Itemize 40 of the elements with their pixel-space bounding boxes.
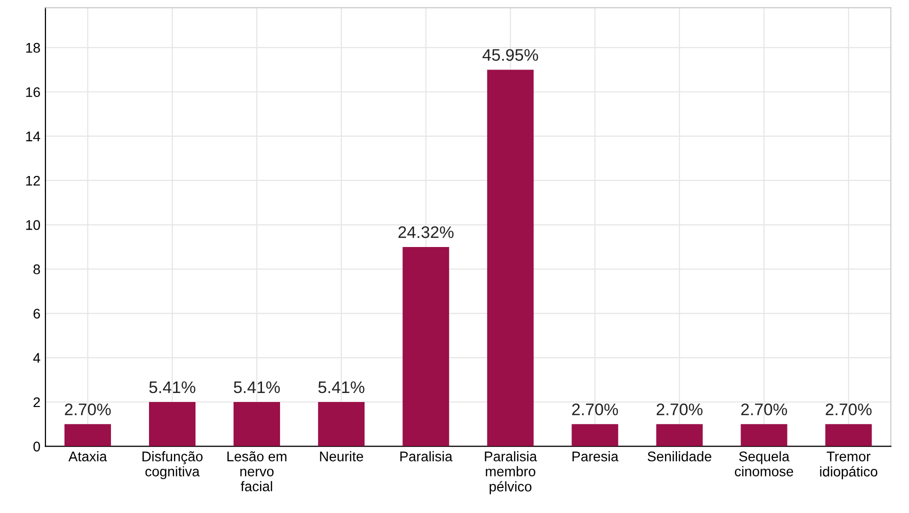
y-tick-label: 12 bbox=[26, 176, 40, 186]
x-tick-label: Ataxia bbox=[68, 451, 108, 462]
x-tick-label: Lesão em nervo facial bbox=[227, 451, 286, 492]
x-tick-label: Paralisia bbox=[400, 451, 452, 462]
y-tick-label: 14 bbox=[26, 132, 40, 142]
x-tick-label: Disfunção cognitiva bbox=[142, 451, 203, 480]
x-tick-label: Senilidade bbox=[648, 451, 712, 462]
x-tick-label: Neurite bbox=[320, 451, 364, 462]
bar bbox=[149, 402, 196, 446]
bar bbox=[318, 402, 365, 446]
bar bbox=[740, 424, 788, 446]
bar bbox=[402, 246, 450, 446]
bar bbox=[487, 70, 534, 446]
annotation: 2.70% bbox=[656, 404, 703, 416]
bar bbox=[234, 402, 280, 446]
annotation: 2.70% bbox=[572, 404, 618, 416]
y-tick-label: 16 bbox=[26, 87, 40, 98]
bar bbox=[572, 424, 618, 446]
y-tick-label: 10 bbox=[26, 220, 40, 230]
annotation: 2.70% bbox=[741, 404, 788, 416]
x-tick-label: Paralisia membro pélvico bbox=[484, 451, 538, 494]
annotation: 2.70% bbox=[826, 404, 872, 416]
annotation: 24.32% bbox=[398, 226, 454, 238]
annotation: 45.95% bbox=[482, 49, 538, 61]
y-tick-label: 8 bbox=[33, 264, 40, 274]
y-tick-label: 6 bbox=[34, 308, 40, 319]
bar bbox=[64, 424, 111, 446]
bar bbox=[825, 424, 872, 446]
annotation: 5.41% bbox=[149, 381, 196, 394]
annotation: 5.41% bbox=[234, 381, 280, 394]
x-tick-label: Sequela cinomose bbox=[734, 451, 794, 476]
bar bbox=[656, 424, 703, 446]
x-tick-label: Tremor idiopático bbox=[820, 452, 878, 480]
y-tick-label: 2 bbox=[34, 397, 40, 408]
annotation: 2.70% bbox=[64, 404, 111, 416]
x-tick-label: Paresia bbox=[572, 451, 618, 462]
y-tick-label: 4 bbox=[33, 353, 40, 363]
y-tick-label: 18 bbox=[26, 42, 40, 53]
annotation: 5.41% bbox=[318, 381, 364, 394]
y-tick-label: 0 bbox=[33, 442, 40, 452]
